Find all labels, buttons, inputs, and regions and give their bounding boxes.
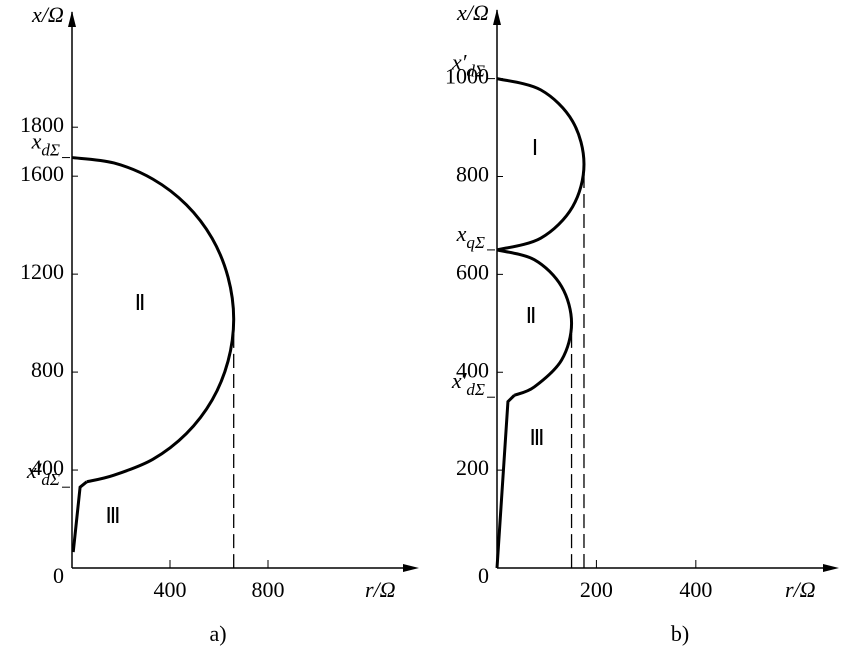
annotation-base: x′ — [451, 368, 468, 393]
y-tick-label: 1200 — [20, 259, 64, 284]
region-label: Ⅰ — [532, 135, 539, 160]
annotation-sub: dΣ — [466, 62, 485, 81]
arrow — [823, 564, 839, 572]
y-tick-label: 800 — [31, 357, 64, 382]
arrow — [68, 11, 76, 27]
y-axis-title: x/Ω — [31, 2, 64, 27]
x-tick-label: 200 — [580, 577, 613, 602]
x-axis-title: r/Ω — [785, 577, 816, 602]
curve — [71, 156, 236, 484]
arrow — [403, 564, 419, 572]
annotation: xqΣ — [456, 221, 485, 252]
annotation: xdΣ — [31, 129, 60, 160]
arrow — [493, 9, 501, 25]
annotation: x′dΣ — [451, 368, 485, 399]
y-tick-label: 200 — [456, 455, 489, 480]
annotation-sub: dΣ — [466, 380, 485, 399]
y-tick-label: 400 — [31, 455, 64, 480]
x-tick-label: 400 — [154, 577, 187, 602]
annotation-sub: dΣ — [41, 140, 60, 159]
x-tick-label: 400 — [679, 577, 712, 602]
curve — [495, 394, 516, 569]
annotation: x′dΣ — [451, 50, 485, 81]
annotation-base: x′ — [26, 458, 43, 483]
annotation: x′dΣ — [26, 458, 60, 489]
y-axis-title: x/Ω — [456, 0, 489, 25]
region-label: Ⅱ — [526, 303, 537, 328]
y-tick-label: 1800 — [20, 112, 64, 137]
x-axis-title: r/Ω — [365, 577, 396, 602]
y-tick-label: 1600 — [20, 161, 64, 186]
annotation-sub: dΣ — [41, 470, 60, 489]
region-label: Ⅲ — [529, 425, 544, 450]
y-tick-label: 400 — [456, 357, 489, 382]
caption: a) — [209, 621, 226, 646]
y-tick-label: 600 — [456, 259, 489, 284]
annotation-base: x — [31, 129, 42, 154]
curve — [496, 77, 586, 252]
y-tick-label: 800 — [456, 162, 489, 187]
caption: b) — [671, 621, 689, 646]
y-tick-label: 0 — [478, 563, 489, 588]
annotation-base: x — [456, 221, 467, 246]
y-tick-label: 0 — [53, 563, 64, 588]
curve — [71, 480, 88, 553]
x-tick-label: 800 — [252, 577, 285, 602]
region-label: Ⅲ — [105, 503, 120, 528]
annotation-sub: qΣ — [466, 233, 485, 252]
y-tick-label: 1000 — [445, 64, 489, 89]
annotation-base: x′ — [451, 50, 468, 75]
region-label: Ⅱ — [135, 290, 146, 315]
